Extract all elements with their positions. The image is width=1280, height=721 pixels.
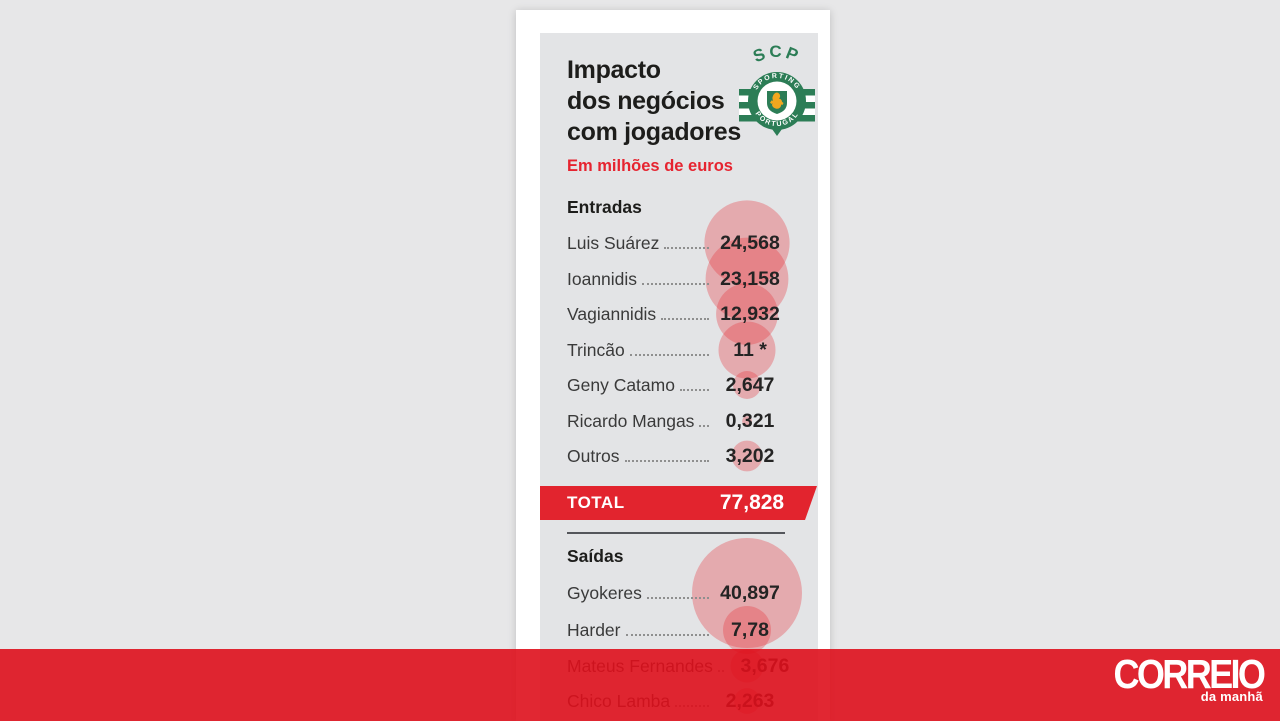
player-value: 3,202 [725, 444, 775, 467]
title-line: com jogadores [567, 118, 741, 146]
value-bubble [723, 606, 771, 654]
dotted-leader [664, 247, 709, 249]
section-label-saidas: Saídas [567, 546, 624, 566]
dotted-leader [646, 597, 709, 599]
player-name: Vagiannidis [567, 303, 657, 324]
value-bubbles-layer [692, 200, 802, 714]
title-line: Impacto [567, 56, 661, 84]
player-value: 24,568 [720, 231, 780, 254]
infographic-title: Impacto dos negócios com jogadores [567, 55, 741, 148]
value-bubble [704, 200, 790, 286]
crest-monogram: SCP [750, 43, 803, 66]
player-row: Trincão 11 * [567, 332, 788, 368]
player-row: Harder 7,78 [567, 612, 788, 648]
player-name: Ricardo Mangas [567, 410, 695, 431]
player-name: Luis Suárez [567, 232, 660, 253]
value-bubble [742, 416, 752, 426]
value-bubble [692, 538, 802, 648]
dotted-leader [642, 283, 709, 285]
total-bar: TOTAL 77,828 [540, 486, 817, 520]
value-bubble [705, 237, 789, 321]
section-divider [567, 532, 785, 534]
brand-overlay-bar: CORREIO da manhã [0, 649, 1280, 721]
dotted-leader [699, 425, 709, 427]
sporting-cp-crest: SCP SPORTING PORTUGAL [739, 43, 815, 136]
player-value: 11 * [733, 338, 767, 361]
player-name: Ioannidis [567, 268, 638, 289]
value-bubble [716, 283, 778, 345]
crest-tip [772, 129, 782, 136]
dotted-leader [624, 460, 709, 462]
player-value: 7,78 [731, 618, 769, 641]
player-name: Gyokeres [567, 582, 642, 603]
infographic-panel: Impacto dos negócios com jogadores SCP [540, 33, 818, 721]
total-label: TOTAL [567, 493, 625, 512]
value-bubble [718, 321, 776, 379]
value-bubble [731, 440, 763, 472]
player-value: 0,321 [725, 409, 775, 432]
player-name: Trincão [567, 339, 625, 360]
player-name: Harder [567, 619, 621, 640]
title-line: dos negócios [567, 87, 725, 115]
player-row: Vagiannidis 12,932 [567, 296, 788, 332]
player-value: 23,158 [720, 267, 780, 290]
player-row: Ioannidis 23,158 [567, 261, 788, 297]
player-row: Luis Suárez 24,568 [567, 225, 788, 261]
dotted-leader [661, 318, 709, 320]
player-value: 2,647 [725, 373, 775, 396]
player-row: Gyokeres 40,897 [567, 575, 788, 611]
brand-tagline: da manhã [1200, 689, 1263, 704]
dotted-leader [625, 634, 709, 636]
total-value: 77,828 [719, 491, 785, 514]
player-row: Geny Catamo 2,647 [567, 367, 788, 403]
player-value: 40,897 [720, 581, 780, 604]
player-row: Outros 3,202 [567, 438, 788, 474]
player-row: Ricardo Mangas 0,321 [567, 403, 788, 439]
section-label-entradas: Entradas [567, 197, 642, 217]
brand-wordmark: CORREIO [1113, 651, 1266, 697]
player-name: Geny Catamo [567, 374, 675, 395]
dotted-leader [679, 389, 709, 391]
crest-lion-icon [770, 92, 784, 109]
dotted-leader [629, 354, 709, 356]
player-name: Outros [567, 445, 620, 466]
player-value: 12,932 [720, 302, 780, 325]
correio-da-manha-logo[interactable]: CORREIO da manhã [1093, 651, 1266, 704]
value-bubble [733, 371, 761, 399]
article-card: Impacto dos negócios com jogadores SCP [516, 10, 830, 721]
infographic-subtitle: Em milhões de euros [567, 157, 733, 175]
